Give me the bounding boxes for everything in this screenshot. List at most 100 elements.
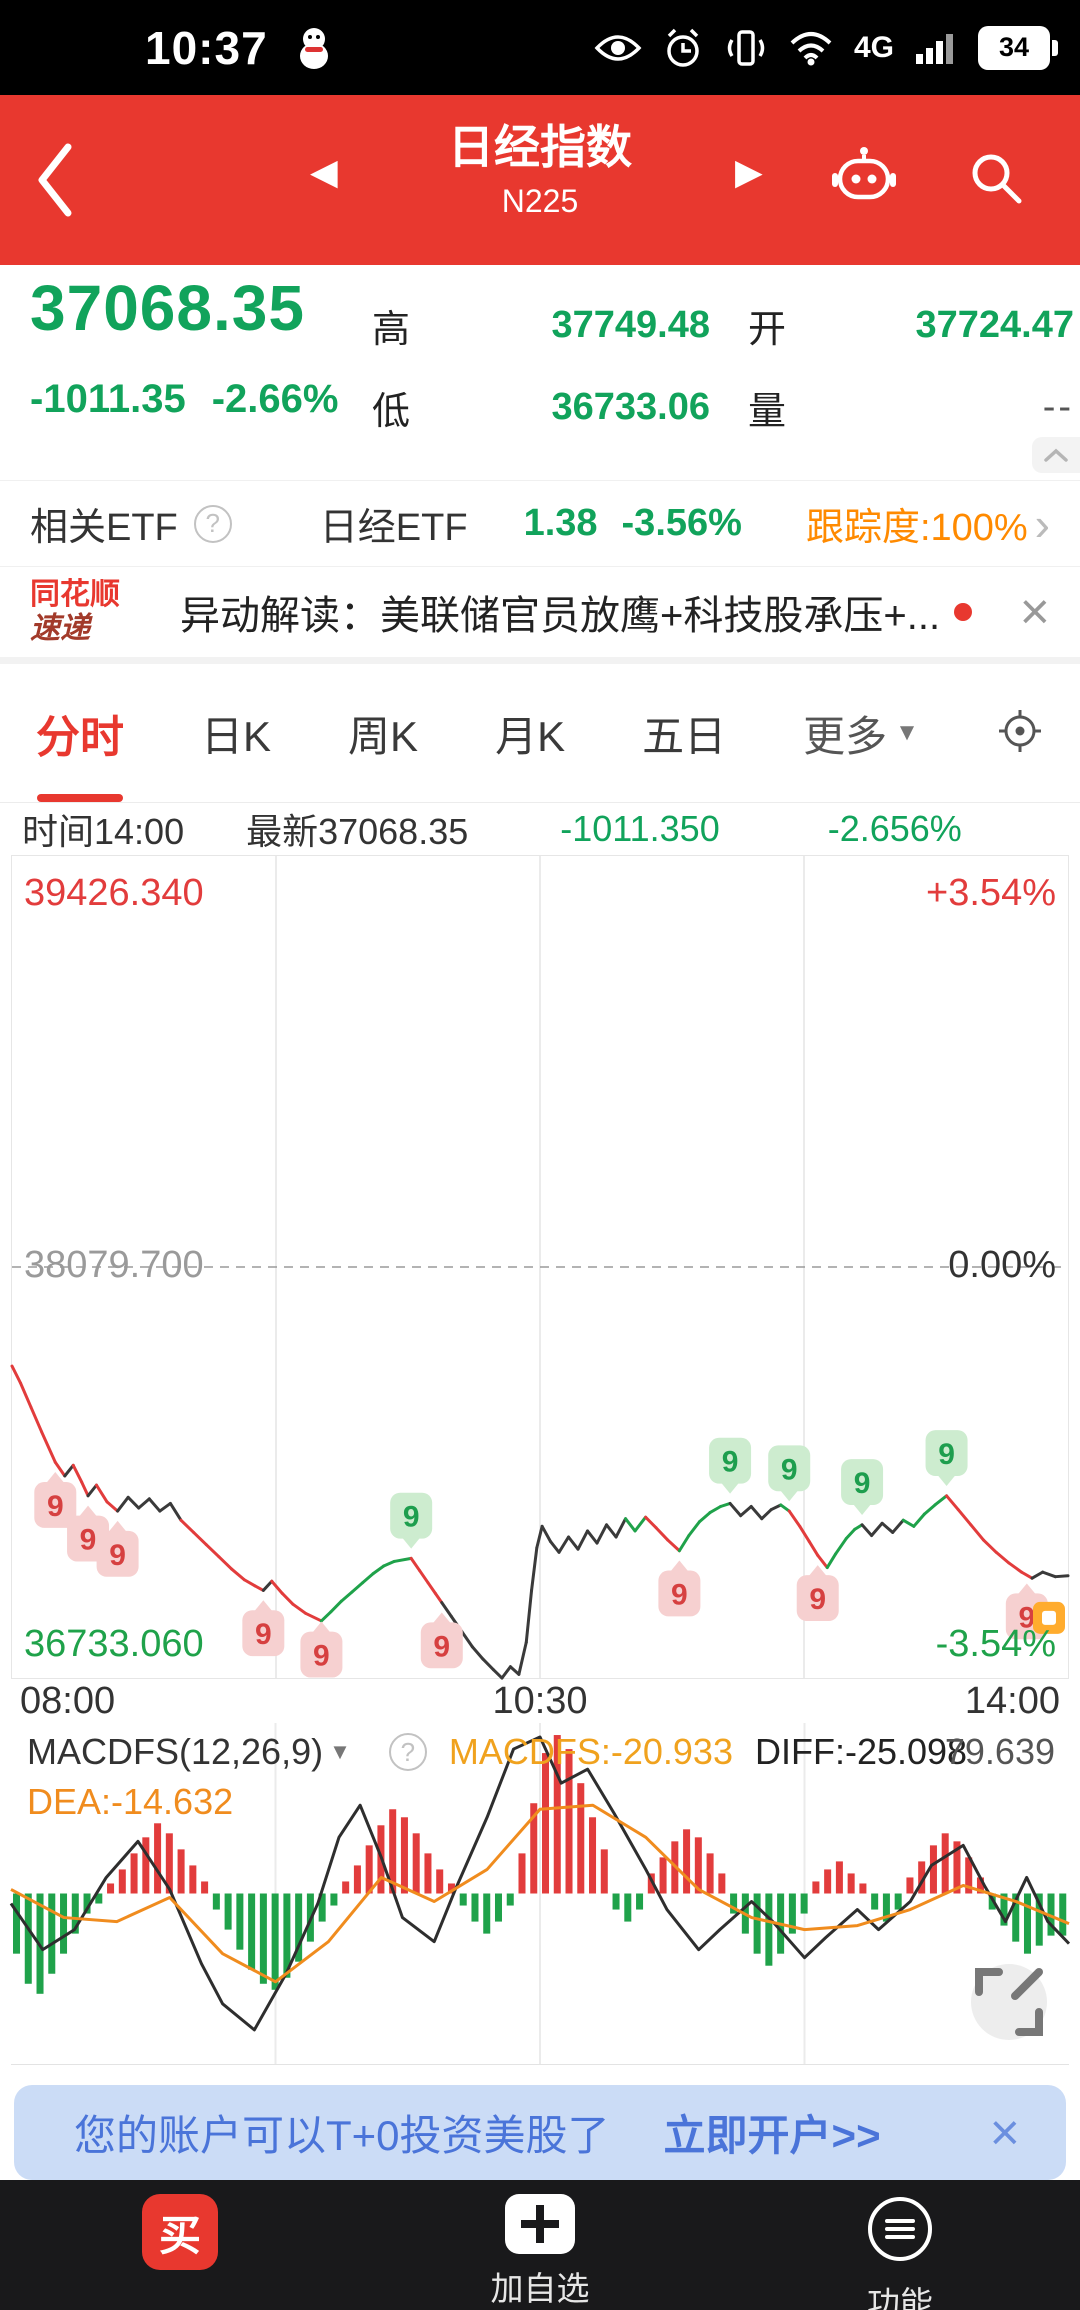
- help-icon[interactable]: ?: [193, 504, 232, 543]
- high-label: 高: [372, 308, 411, 351]
- info-percent: -2.656%: [827, 808, 962, 849]
- vibrate-icon: [724, 27, 768, 69]
- banner-text: 您的账户可以T+0投资美股了: [74, 2112, 610, 2159]
- svg-text:9: 9: [313, 1640, 330, 1673]
- page-title: 日经指数: [448, 121, 632, 173]
- chevron-down-icon: ▼: [329, 1739, 351, 1764]
- search-icon[interactable]: [965, 147, 1025, 212]
- svg-text:9: 9: [1018, 1601, 1035, 1634]
- assistant-robot-icon[interactable]: [830, 143, 898, 212]
- status-bar: 10:37 4G 34: [0, 0, 1080, 95]
- diff-value: DIFF:-25.098: [754, 1731, 968, 1772]
- high-value: 37749.48: [551, 303, 711, 346]
- clock: 10:37: [145, 21, 268, 74]
- wifi-icon: [788, 30, 834, 66]
- macd-value: MACDFS:-20.933: [448, 1731, 733, 1772]
- eye-icon: [594, 31, 642, 65]
- qq-icon: [294, 26, 334, 70]
- etf-price: 1.38: [523, 502, 598, 544]
- svg-text:9: 9: [433, 1630, 450, 1663]
- chart-tabs: 分时 日K 周K 月K 五日 更多 ▼: [0, 664, 1080, 803]
- indicator-selector[interactable]: MACDFS(12,26,9) ▼: [27, 1731, 351, 1773]
- low-value: 36733.06: [551, 385, 711, 428]
- open-label: 开: [748, 308, 787, 351]
- svg-text:9: 9: [109, 1539, 126, 1572]
- info-latest: 最新37068.35: [246, 811, 469, 852]
- buy-icon[interactable]: 买: [142, 2194, 218, 2270]
- page-subtitle: N225: [501, 183, 579, 219]
- svg-text:9: 9: [80, 1524, 97, 1557]
- macd-panel[interactable]: MACDFS(12,26,9) ▼ ? MACDFS:-20.933 DIFF:-…: [9, 1723, 1071, 2065]
- chart-settings-icon[interactable]: [996, 707, 1044, 760]
- banner-close-icon[interactable]: ×: [989, 2103, 1020, 2162]
- indicator-name: MACDFS(12,26,9): [27, 1731, 324, 1772]
- etf-tracking: 跟踪度:100%: [805, 507, 1028, 549]
- alarm-icon: [662, 27, 704, 69]
- next-stock-icon[interactable]: ▶: [735, 151, 763, 192]
- macd-scale-max: 79.639: [944, 1731, 1055, 1772]
- svg-text:9: 9: [809, 1583, 826, 1616]
- time-axis: 08:00 10:30 14:00: [0, 1679, 1080, 1723]
- tab-intraday[interactable]: 分时: [36, 664, 124, 802]
- volume-value: --: [1042, 385, 1074, 428]
- crosshair-info-bar: 时间14:00 最新37068.35 -1011.350 -2.656%: [0, 803, 1080, 855]
- info-change: -1011.350: [560, 808, 720, 849]
- network-indicator: 4G: [853, 30, 894, 64]
- battery-percent: 34: [998, 32, 1030, 62]
- svg-text:9: 9: [781, 1453, 798, 1486]
- price-change: -1011.35 -2.66%: [30, 377, 338, 422]
- prev-stock-icon[interactable]: ◀: [310, 151, 338, 192]
- news-headline: 异动解读：美联储官员放鹰+科技股承压+...: [180, 594, 941, 638]
- macd-chart-canvas[interactable]: [9, 1723, 1071, 2064]
- open-account-link[interactable]: 立即开户>>: [663, 2112, 881, 2159]
- section-divider: [0, 657, 1080, 664]
- dea-value: DEA:-14.632: [27, 1781, 234, 1822]
- time-end: 14:00: [964, 1679, 1060, 1722]
- tab-weekly[interactable]: 周K: [348, 712, 419, 760]
- nav-add-label: 加自选: [490, 2270, 590, 2307]
- battery-indicator: 34: [978, 25, 1058, 70]
- svg-text:9: 9: [47, 1490, 64, 1523]
- svg-text:9: 9: [938, 1438, 955, 1471]
- back-icon[interactable]: [30, 139, 76, 221]
- nav-features-label: 功能: [867, 2285, 933, 2310]
- svg-text:9: 9: [255, 1618, 272, 1651]
- signal-icon: [914, 30, 958, 66]
- nav-add-watchlist[interactable]: 加自选: [360, 2180, 720, 2310]
- app-header: ◀ 日经指数 N225 ▶: [0, 95, 1080, 265]
- tab-daily[interactable]: 日K: [201, 712, 272, 760]
- tab-monthly[interactable]: 月K: [495, 712, 566, 760]
- chevron-right-icon[interactable]: ›: [1034, 497, 1050, 550]
- brand-line2: 速递: [30, 612, 90, 645]
- etf-name: 日经ETF: [319, 507, 468, 549]
- promo-banner: 您的账户可以T+0投资美股了 立即开户>> ×: [14, 2085, 1066, 2180]
- landscape-expand-button[interactable]: [971, 1964, 1047, 2040]
- time-start: 08:00: [20, 1679, 116, 1722]
- change-percent: -2.66%: [211, 377, 339, 421]
- time-mid: 10:30: [492, 1679, 588, 1722]
- chevron-down-icon: ▼: [895, 719, 919, 746]
- tab-fiveday[interactable]: 五日: [642, 712, 727, 760]
- related-etf-row[interactable]: 相关ETF ? 日经ETF 1.38 -3.56% 跟踪度:100% ›: [0, 480, 1080, 567]
- brand-line1: 同花顺: [30, 577, 120, 611]
- svg-text:9: 9: [671, 1578, 688, 1611]
- open-value: 37724.47: [915, 303, 1075, 346]
- news-ticker[interactable]: 同花顺 速递 异动解读：美联储官员放鹰+科技股承压+... ×: [0, 567, 1080, 657]
- nav-features[interactable]: 功能: [720, 2180, 1080, 2310]
- add-watchlist-icon: [505, 2194, 575, 2254]
- quote-expand-handle[interactable]: [1032, 437, 1080, 473]
- info-time: 时间14:00: [22, 811, 185, 852]
- nav-buy[interactable]: 买: [0, 2180, 360, 2310]
- etf-change-percent: -3.56%: [621, 502, 742, 544]
- open-volume-column: 开 37724.47 量 --: [748, 299, 1074, 433]
- volume-label: 量: [748, 390, 787, 433]
- news-close-icon[interactable]: ×: [1019, 583, 1050, 641]
- low-label: 低: [372, 390, 411, 433]
- title-block: 日经指数 N225: [0, 113, 1080, 220]
- tab-more[interactable]: 更多 ▼: [803, 703, 919, 764]
- macd-help-icon[interactable]: ?: [388, 1733, 427, 1771]
- svg-text:9: 9: [403, 1501, 420, 1534]
